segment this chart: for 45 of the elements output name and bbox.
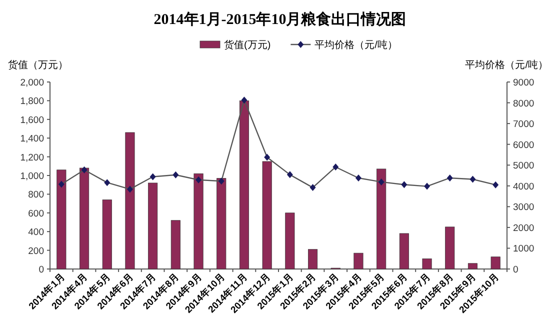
bar xyxy=(354,252,364,270)
y-axis-title: 货值（万元） xyxy=(8,59,68,71)
bar xyxy=(422,258,432,270)
legend-label: 平均价格（元/吨） xyxy=(314,39,398,51)
y-tick-label: 1,000 xyxy=(20,171,44,182)
y2-tick-label: 6000 xyxy=(513,140,534,151)
bar xyxy=(445,226,455,270)
y2-tick-label: 1000 xyxy=(513,244,534,255)
y2-tick-label: 4000 xyxy=(513,181,534,192)
bar xyxy=(376,168,386,270)
bar xyxy=(148,182,158,270)
bar xyxy=(262,161,272,270)
y-tick-label: 0 xyxy=(38,264,44,276)
y-tick-label: 800 xyxy=(28,190,44,201)
bar xyxy=(170,220,180,270)
y-tick-label: 200 xyxy=(28,246,44,257)
bar xyxy=(468,263,478,270)
bar xyxy=(56,170,66,270)
y-tick-label: 600 xyxy=(28,208,44,220)
y-tick-label: 1,200 xyxy=(20,152,44,164)
y2-axis-title: 平均价格（元/吨） xyxy=(465,59,548,71)
y2-tick-label: 7000 xyxy=(513,119,534,130)
bar xyxy=(216,178,226,270)
bar xyxy=(239,100,249,270)
y-tick-label: 1,600 xyxy=(20,114,44,126)
chart-title: 2014年1月-2015年10月粮食出口情况图 xyxy=(154,11,406,28)
legend-label: 货值(万元) xyxy=(224,39,271,51)
bar xyxy=(399,233,409,270)
bar xyxy=(125,132,135,270)
bar xyxy=(308,249,318,270)
y2-tick-label: 5000 xyxy=(513,160,534,172)
y-tick-label: 1,800 xyxy=(20,96,44,108)
y2-tick-label: 3000 xyxy=(513,202,534,214)
bar xyxy=(194,173,204,270)
bar xyxy=(285,212,295,270)
y2-tick-label: 9000 xyxy=(513,78,534,88)
bar xyxy=(490,256,500,270)
y-tick-label: 1,400 xyxy=(20,134,44,145)
y2-tick-label: 0 xyxy=(513,264,518,276)
y-tick-label: 2,000 xyxy=(20,78,44,88)
bar xyxy=(80,168,90,270)
y2-tick-label: 8000 xyxy=(513,98,534,110)
bar xyxy=(102,200,112,270)
y-tick-label: 400 xyxy=(28,227,44,238)
y2-tick-label: 2000 xyxy=(513,222,534,234)
